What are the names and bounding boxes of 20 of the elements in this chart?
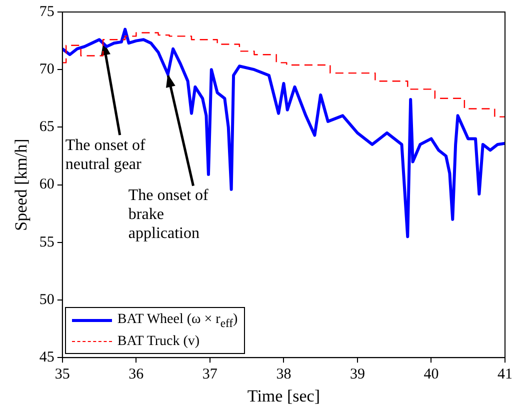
x-tick-label: 41 <box>498 366 512 383</box>
y-tick-label: 45 <box>39 350 54 366</box>
x-axis-title: Time [sec] <box>247 386 320 406</box>
x-tick-label: 39 <box>350 366 365 383</box>
y-tick-label: 50 <box>39 292 54 308</box>
legend-label: BAT Truck (v) <box>117 333 200 352</box>
x-tick-label: 36 <box>128 366 144 383</box>
y-tick-label: 55 <box>39 234 54 250</box>
x-tick-label: 38 <box>276 366 292 383</box>
x-tick-label: 37 <box>202 366 218 383</box>
y-tick-label: 70 <box>39 62 54 78</box>
x-tick-label: 35 <box>54 366 70 383</box>
y-axis-title: Speed [km/h] <box>12 138 31 231</box>
annotation: The onset of brake application <box>128 186 210 243</box>
y-tick-label: 60 <box>39 176 54 193</box>
y-tick-label: 75 <box>39 4 54 20</box>
annotation: The onset of neutral gear <box>65 136 146 174</box>
x-tick-label: 40 <box>424 366 439 383</box>
legend-label: BAT Wheel (ω × r$_{eff}$) <box>117 310 238 332</box>
y-tick-label: 65 <box>39 119 54 136</box>
